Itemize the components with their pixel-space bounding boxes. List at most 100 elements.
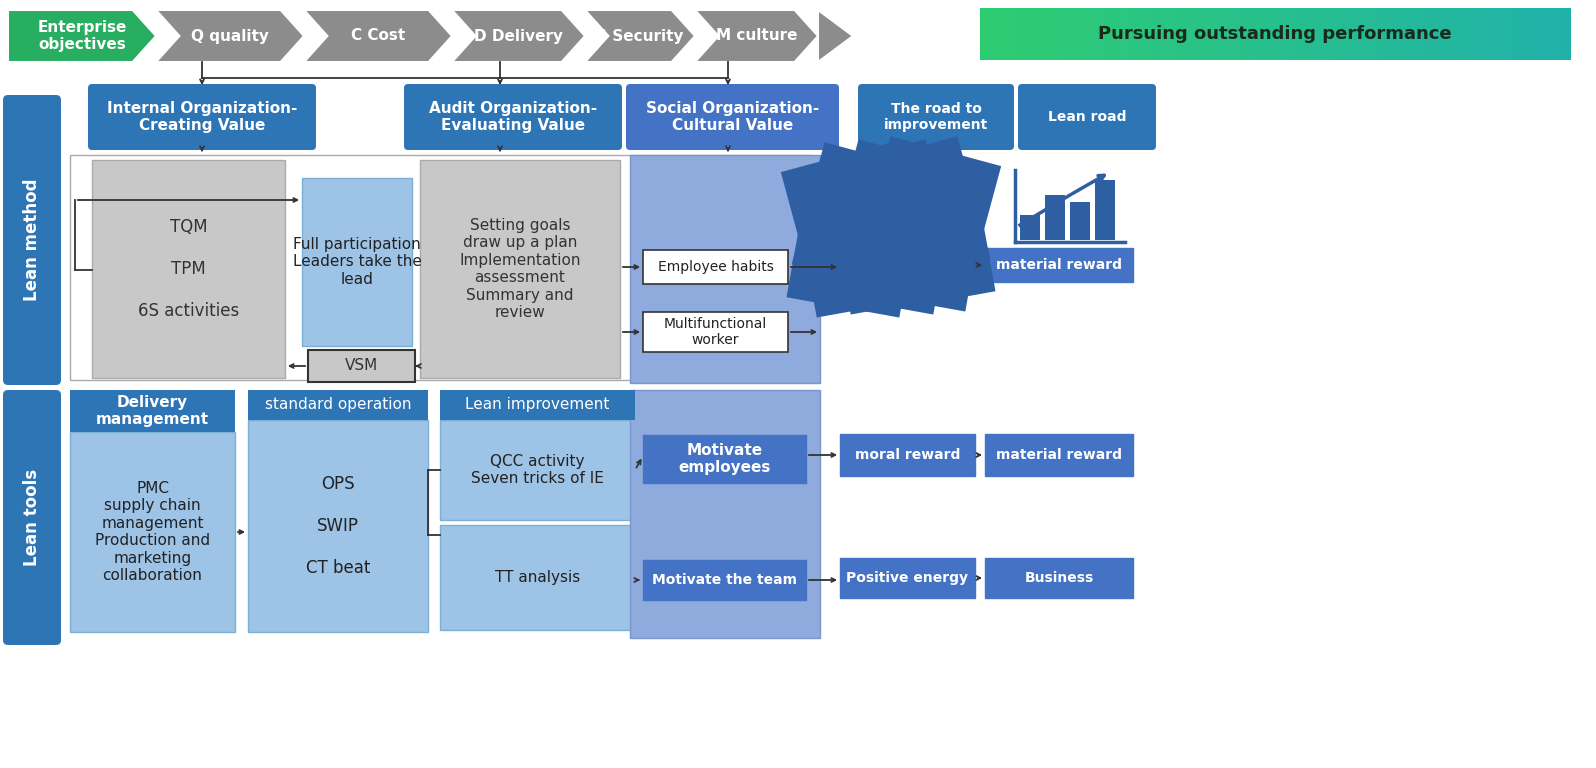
Bar [630, 155, 820, 383]
Text: OPS

SWIP

CT beat: OPS SWIP CT beat [306, 475, 370, 577]
Bar [1149, 8, 1159, 60]
Bar [988, 8, 996, 60]
Bar [1475, 8, 1483, 60]
Text: M culture: M culture [715, 28, 798, 44]
Polygon shape [452, 10, 586, 62]
Bar [1010, 8, 1018, 60]
Bar [1202, 8, 1210, 60]
Polygon shape [819, 10, 852, 62]
Bar [1326, 8, 1334, 60]
Bar [985, 434, 1133, 476]
Text: Setting goals
draw up a plan
Implementation
assessment
Summary and
review: Setting goals draw up a plan Implementat… [460, 218, 581, 320]
Bar [1068, 8, 1077, 60]
FancyBboxPatch shape [3, 390, 61, 645]
Bar [440, 390, 635, 420]
Bar [1194, 8, 1202, 60]
Bar [420, 160, 619, 378]
Bar [1031, 8, 1041, 60]
Bar [1039, 8, 1047, 60]
Text: Business: Business [1025, 571, 1093, 585]
Bar [1497, 8, 1505, 60]
Text: Lean road: Lean road [1047, 110, 1127, 124]
Polygon shape [586, 10, 694, 62]
Text: Enterprise
objectives: Enterprise objectives [37, 20, 126, 52]
Bar [247, 390, 428, 420]
Bar [308, 350, 415, 382]
Bar [839, 558, 975, 598]
Polygon shape [156, 10, 303, 62]
Bar [1304, 8, 1314, 60]
Text: material reward: material reward [996, 448, 1122, 462]
Circle shape [851, 191, 865, 206]
Text: Multifunctional
worker: Multifunctional worker [664, 317, 768, 347]
Text: Positive energy: Positive energy [846, 571, 969, 585]
Bar [1363, 8, 1373, 60]
Bar [1120, 8, 1128, 60]
Bar [1245, 8, 1254, 60]
Bar [1371, 8, 1379, 60]
Bar [1084, 8, 1092, 60]
Bar [1095, 180, 1116, 240]
Bar [985, 248, 1133, 282]
Bar [1017, 8, 1025, 60]
Bar [1444, 8, 1452, 60]
Bar [1312, 8, 1320, 60]
Bar [1349, 8, 1357, 60]
Bar [643, 435, 806, 483]
Bar [1562, 8, 1570, 60]
Bar [839, 248, 975, 282]
Bar [1548, 8, 1556, 60]
Bar [1503, 8, 1511, 60]
Bar [1069, 202, 1090, 240]
Bar [1098, 8, 1106, 60]
Bar [1171, 8, 1179, 60]
FancyBboxPatch shape [88, 84, 316, 150]
Bar [1208, 8, 1218, 60]
Bar [1020, 215, 1041, 240]
FancyBboxPatch shape [626, 84, 839, 150]
Bar [1261, 8, 1269, 60]
Bar [1282, 8, 1291, 60]
Bar [1430, 8, 1438, 60]
Bar [1534, 8, 1542, 60]
FancyBboxPatch shape [1018, 84, 1156, 150]
Bar [1422, 8, 1432, 60]
FancyBboxPatch shape [859, 84, 1013, 150]
Text: Motivate the team: Motivate the team [653, 573, 796, 587]
Text: Q quality: Q quality [192, 28, 270, 44]
Text: Social Organization-
Cultural Value: Social Organization- Cultural Value [646, 101, 819, 133]
FancyBboxPatch shape [3, 95, 61, 385]
Text: D Delivery: D Delivery [474, 28, 563, 44]
Bar [630, 390, 820, 638]
Bar [1238, 8, 1246, 60]
Bar [1045, 195, 1065, 240]
Text: standard operation: standard operation [265, 398, 412, 412]
Bar [1489, 8, 1497, 60]
Text: Delivery
management: Delivery management [96, 395, 209, 427]
Bar [1357, 8, 1365, 60]
Text: Full participation
Leaders take the
lead: Full participation Leaders take the lead [292, 237, 421, 287]
Bar [643, 560, 806, 600]
Bar [1379, 8, 1387, 60]
Text: material reward: material reward [996, 258, 1122, 272]
Text: The road to
improvement: The road to improvement [884, 102, 988, 132]
Polygon shape [918, 204, 930, 234]
Circle shape [884, 189, 899, 203]
Bar [1106, 8, 1114, 60]
Polygon shape [852, 210, 863, 240]
Bar [1165, 8, 1173, 60]
Bar [1416, 8, 1424, 60]
Bar [1481, 8, 1491, 60]
Polygon shape [8, 10, 156, 62]
Bar [1053, 8, 1061, 60]
Text: Internal Organization-
Creating Value: Internal Organization- Creating Value [107, 101, 297, 133]
Bar [70, 155, 811, 380]
Bar [994, 8, 1004, 60]
Bar [70, 390, 235, 432]
Text: Pursuing outstanding performance: Pursuing outstanding performance [1098, 25, 1452, 43]
Bar [1179, 8, 1187, 60]
Bar [1186, 8, 1195, 60]
Text: VSM: VSM [345, 359, 378, 373]
Bar [1216, 8, 1224, 60]
FancyBboxPatch shape [404, 84, 622, 150]
